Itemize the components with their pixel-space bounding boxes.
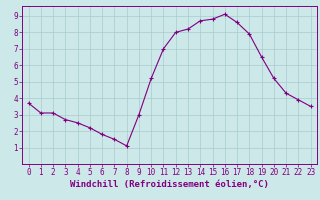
X-axis label: Windchill (Refroidissement éolien,°C): Windchill (Refroidissement éolien,°C) [70, 180, 269, 189]
